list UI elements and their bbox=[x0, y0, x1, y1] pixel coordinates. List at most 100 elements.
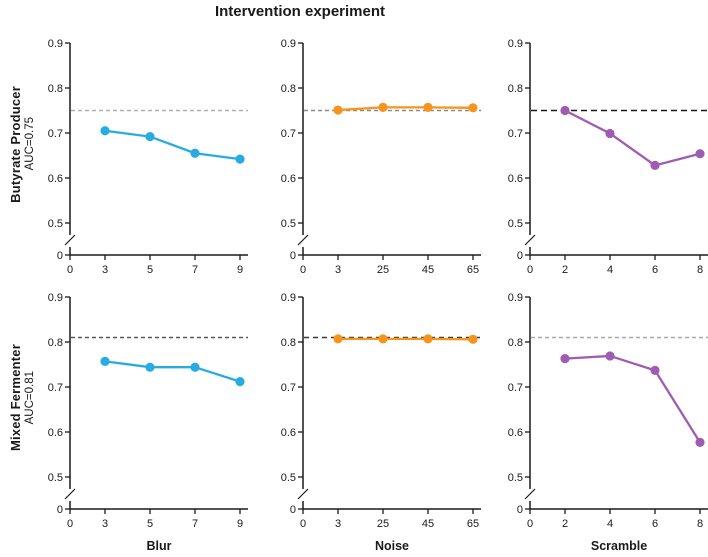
figure-title: Intervention experiment bbox=[214, 3, 386, 20]
y-tick-label: 0.6 bbox=[281, 427, 296, 439]
chart-panel-butyrate-producer-noise: 0.9 0.8 0.7 0.6 0.5 00 3 25 45 65 bbox=[281, 38, 481, 276]
row-label-mixed-fermenter: Mixed Fermenter AUC=0.81 bbox=[0, 287, 44, 509]
data-point bbox=[235, 154, 245, 164]
y-tick-label: 0.8 bbox=[281, 337, 296, 349]
series-line bbox=[104, 360, 241, 383]
y-tick-label: 0 bbox=[290, 250, 296, 262]
x-tick-label: 0 bbox=[67, 518, 73, 530]
data-point bbox=[560, 105, 570, 116]
series-line bbox=[104, 129, 241, 161]
y-tick-label: 0.9 bbox=[508, 38, 523, 50]
y-tick-label: 0.9 bbox=[281, 292, 296, 304]
x-tick-label: 2 bbox=[562, 264, 568, 276]
data-point bbox=[468, 334, 478, 344]
y-tick-label: 0.5 bbox=[508, 472, 523, 484]
y-tick-label: 0.8 bbox=[48, 83, 63, 95]
row-title: Mixed Fermenter bbox=[8, 344, 23, 452]
data-point bbox=[378, 334, 388, 344]
data-point bbox=[605, 351, 615, 361]
data-point bbox=[423, 334, 433, 344]
y-tick-label: 0.9 bbox=[508, 292, 523, 304]
data-point bbox=[235, 377, 245, 387]
x-tick-label: 5 bbox=[147, 264, 153, 276]
x-axis-title: Noise bbox=[375, 539, 409, 553]
x-tick-label: 0 bbox=[300, 264, 306, 276]
x-tick-label: 3 bbox=[102, 264, 108, 276]
series-line bbox=[564, 354, 701, 443]
y-tick-label: 0.5 bbox=[281, 472, 296, 484]
y-tick-label: 0.8 bbox=[281, 83, 296, 95]
series-line bbox=[564, 109, 701, 167]
x-tick-label: 7 bbox=[192, 264, 198, 276]
y-tick-label: 0.5 bbox=[48, 472, 63, 484]
x-tick-label: 25 bbox=[377, 264, 389, 276]
row-auc-label: AUC=0.81 bbox=[24, 371, 36, 425]
data-point bbox=[468, 103, 478, 113]
x-tick-label: 4 bbox=[607, 518, 613, 530]
x-axis-title: Scramble bbox=[591, 539, 647, 553]
data-point bbox=[145, 362, 155, 372]
y-tick-label: 0.5 bbox=[508, 218, 523, 230]
y-tick-label: 0.6 bbox=[508, 427, 523, 439]
chart-panel-mixed-fermenter-scramble: 0.9 0.8 0.7 0.6 0.5 00 2 4 6 8 Scramble bbox=[508, 292, 708, 553]
x-tick-label: 25 bbox=[377, 518, 389, 530]
x-tick-label: 65 bbox=[467, 518, 479, 530]
data-point bbox=[333, 105, 343, 115]
y-tick-label: 0 bbox=[517, 250, 523, 262]
data-point bbox=[695, 149, 705, 159]
data-point bbox=[333, 334, 343, 344]
x-tick-label: 0 bbox=[527, 518, 533, 530]
x-tick-label: 3 bbox=[102, 518, 108, 530]
y-tick-label: 0.9 bbox=[48, 292, 63, 304]
y-tick-label: 0.5 bbox=[48, 218, 63, 230]
x-tick-label: 4 bbox=[607, 264, 613, 276]
x-tick-label: 8 bbox=[697, 264, 703, 276]
x-tick-label: 8 bbox=[697, 518, 703, 530]
row-title: Butyrate Producer bbox=[8, 85, 23, 203]
data-point bbox=[560, 354, 570, 364]
y-tick-label: 0.6 bbox=[508, 173, 523, 185]
y-tick-label: 0.9 bbox=[281, 38, 296, 50]
x-axis-title: Blur bbox=[147, 539, 172, 553]
data-point bbox=[190, 148, 200, 158]
y-tick-label: 0.7 bbox=[281, 382, 296, 394]
data-point bbox=[100, 126, 110, 136]
y-tick-label: 0.5 bbox=[281, 218, 296, 230]
data-point bbox=[378, 102, 388, 112]
x-tick-label: 2 bbox=[562, 518, 568, 530]
y-tick-label: 0.6 bbox=[281, 173, 296, 185]
series-line bbox=[337, 106, 474, 112]
y-tick-label: 0.7 bbox=[281, 128, 296, 140]
y-tick-label: 0.6 bbox=[48, 173, 63, 185]
data-point bbox=[190, 362, 200, 372]
y-tick-label: 0.7 bbox=[48, 128, 63, 140]
y-tick-label: 0.8 bbox=[508, 337, 523, 349]
y-tick-label: 0.8 bbox=[48, 337, 63, 349]
x-tick-label: 6 bbox=[652, 518, 658, 530]
x-tick-label: 5 bbox=[147, 518, 153, 530]
x-tick-label: 9 bbox=[237, 518, 243, 530]
data-point bbox=[423, 102, 433, 112]
x-tick-label: 45 bbox=[422, 518, 434, 530]
x-tick-label: 7 bbox=[192, 518, 198, 530]
row-label-butyrate-producer: Butyrate Producer AUC=0.75 bbox=[0, 33, 44, 255]
y-tick-label: 0.7 bbox=[508, 128, 523, 140]
y-tick-label: 0.6 bbox=[48, 427, 63, 439]
data-point bbox=[695, 437, 705, 447]
x-tick-label: 45 bbox=[422, 264, 434, 276]
x-tick-label: 3 bbox=[335, 518, 341, 530]
data-point bbox=[650, 365, 660, 375]
x-tick-label: 0 bbox=[300, 518, 306, 530]
data-point bbox=[145, 132, 155, 142]
data-point bbox=[605, 128, 615, 139]
chart-panel-butyrate-producer-scramble: 0.9 0.8 0.7 0.6 0.5 00 2 4 6 8 bbox=[508, 38, 708, 276]
y-tick-label: 0.8 bbox=[508, 83, 523, 95]
y-tick-label: 0 bbox=[517, 504, 523, 516]
chart-panel-butyrate-producer-blur: 0.9 0.8 0.7 0.6 0.5 00 3 5 7 9 bbox=[48, 38, 248, 276]
x-tick-label: 6 bbox=[652, 264, 658, 276]
x-tick-label: 65 bbox=[467, 264, 479, 276]
y-tick-label: 0 bbox=[290, 504, 296, 516]
data-point bbox=[650, 160, 660, 170]
y-tick-label: 0.9 bbox=[48, 38, 63, 50]
